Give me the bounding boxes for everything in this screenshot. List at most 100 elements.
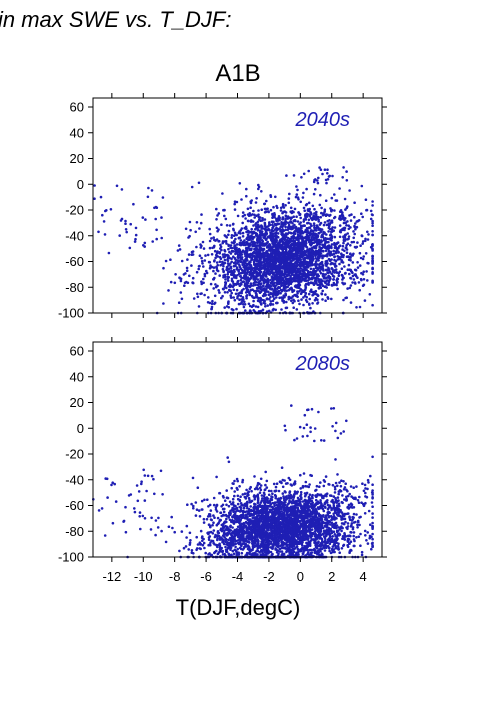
data-point bbox=[254, 271, 257, 274]
data-point bbox=[228, 224, 232, 227]
data-point bbox=[290, 296, 293, 300]
data-point bbox=[371, 243, 374, 247]
data-point bbox=[155, 228, 158, 232]
data-point bbox=[371, 455, 374, 459]
data-point bbox=[297, 241, 301, 244]
data-point bbox=[305, 187, 308, 191]
data-point bbox=[305, 249, 309, 253]
data-point bbox=[272, 255, 276, 259]
data-point bbox=[301, 239, 305, 242]
data-point bbox=[213, 260, 216, 263]
data-point bbox=[212, 278, 215, 281]
data-point bbox=[368, 293, 372, 296]
data-point bbox=[213, 249, 217, 253]
data-point bbox=[235, 248, 239, 252]
data-point bbox=[298, 231, 302, 234]
data-point bbox=[286, 279, 289, 283]
data-point bbox=[312, 310, 315, 313]
data-point bbox=[185, 536, 188, 539]
data-point bbox=[259, 300, 262, 304]
data-point bbox=[331, 270, 335, 273]
data-point bbox=[155, 237, 158, 241]
data-point bbox=[333, 255, 336, 259]
data-point bbox=[279, 206, 283, 210]
data-point bbox=[351, 281, 354, 284]
data-point bbox=[221, 294, 224, 298]
data-point bbox=[333, 487, 337, 491]
data-point bbox=[197, 181, 201, 185]
data-point bbox=[311, 263, 315, 266]
data-point bbox=[237, 260, 240, 264]
data-point bbox=[272, 277, 275, 281]
data-point bbox=[295, 308, 299, 311]
data-point bbox=[265, 237, 268, 241]
data-point bbox=[171, 526, 174, 530]
data-point bbox=[195, 245, 198, 249]
data-point bbox=[295, 248, 299, 252]
data-point bbox=[230, 234, 234, 237]
data-point bbox=[301, 290, 305, 293]
data-point bbox=[359, 244, 362, 247]
data-point bbox=[348, 189, 351, 192]
data-point bbox=[245, 241, 249, 244]
data-point bbox=[188, 234, 191, 238]
data-point bbox=[142, 244, 145, 247]
data-point bbox=[344, 246, 348, 249]
data-point bbox=[309, 270, 312, 274]
data-point bbox=[221, 192, 224, 195]
data-point bbox=[310, 247, 314, 250]
data-point bbox=[210, 253, 214, 256]
data-point bbox=[323, 241, 327, 245]
data-point bbox=[240, 289, 244, 292]
data-point bbox=[292, 232, 296, 235]
data-point bbox=[275, 267, 279, 270]
data-point bbox=[276, 222, 279, 225]
data-point bbox=[273, 240, 276, 243]
data-point bbox=[286, 265, 290, 269]
data-point bbox=[336, 277, 339, 280]
data-point bbox=[249, 288, 253, 292]
data-point bbox=[267, 225, 270, 228]
data-point bbox=[305, 300, 309, 304]
data-point bbox=[212, 287, 215, 290]
data-point bbox=[249, 201, 253, 205]
data-point bbox=[309, 306, 312, 310]
data-point bbox=[235, 233, 238, 237]
data-point bbox=[354, 222, 357, 225]
data-point bbox=[244, 254, 247, 258]
data-point bbox=[226, 256, 230, 260]
data-point bbox=[118, 234, 121, 237]
data-point bbox=[190, 264, 193, 267]
data-point bbox=[257, 253, 260, 256]
data-point bbox=[264, 233, 268, 236]
data-point bbox=[213, 294, 217, 298]
data-point bbox=[307, 265, 310, 269]
data-point bbox=[292, 306, 296, 310]
data-point bbox=[215, 475, 218, 479]
data-point bbox=[206, 498, 209, 502]
data-point bbox=[330, 297, 333, 301]
data-point bbox=[215, 266, 219, 270]
data-point bbox=[304, 266, 307, 270]
data-point bbox=[371, 280, 374, 284]
data-point bbox=[346, 522, 350, 525]
data-point bbox=[254, 251, 257, 255]
data-point bbox=[304, 245, 308, 248]
data-point bbox=[320, 228, 324, 231]
data-point bbox=[293, 266, 297, 270]
data-point bbox=[260, 303, 263, 306]
data-point bbox=[353, 225, 357, 229]
data-point bbox=[293, 219, 296, 222]
data-point bbox=[294, 270, 297, 274]
data-point bbox=[371, 254, 374, 258]
data-point bbox=[249, 260, 252, 264]
data-point bbox=[340, 252, 343, 255]
data-point bbox=[198, 227, 201, 230]
data-point bbox=[203, 272, 207, 276]
data-point bbox=[341, 274, 344, 278]
data-point bbox=[327, 268, 331, 271]
data-point bbox=[333, 241, 336, 245]
data-point bbox=[320, 281, 323, 284]
data-point bbox=[330, 243, 334, 246]
data-point bbox=[246, 207, 250, 211]
